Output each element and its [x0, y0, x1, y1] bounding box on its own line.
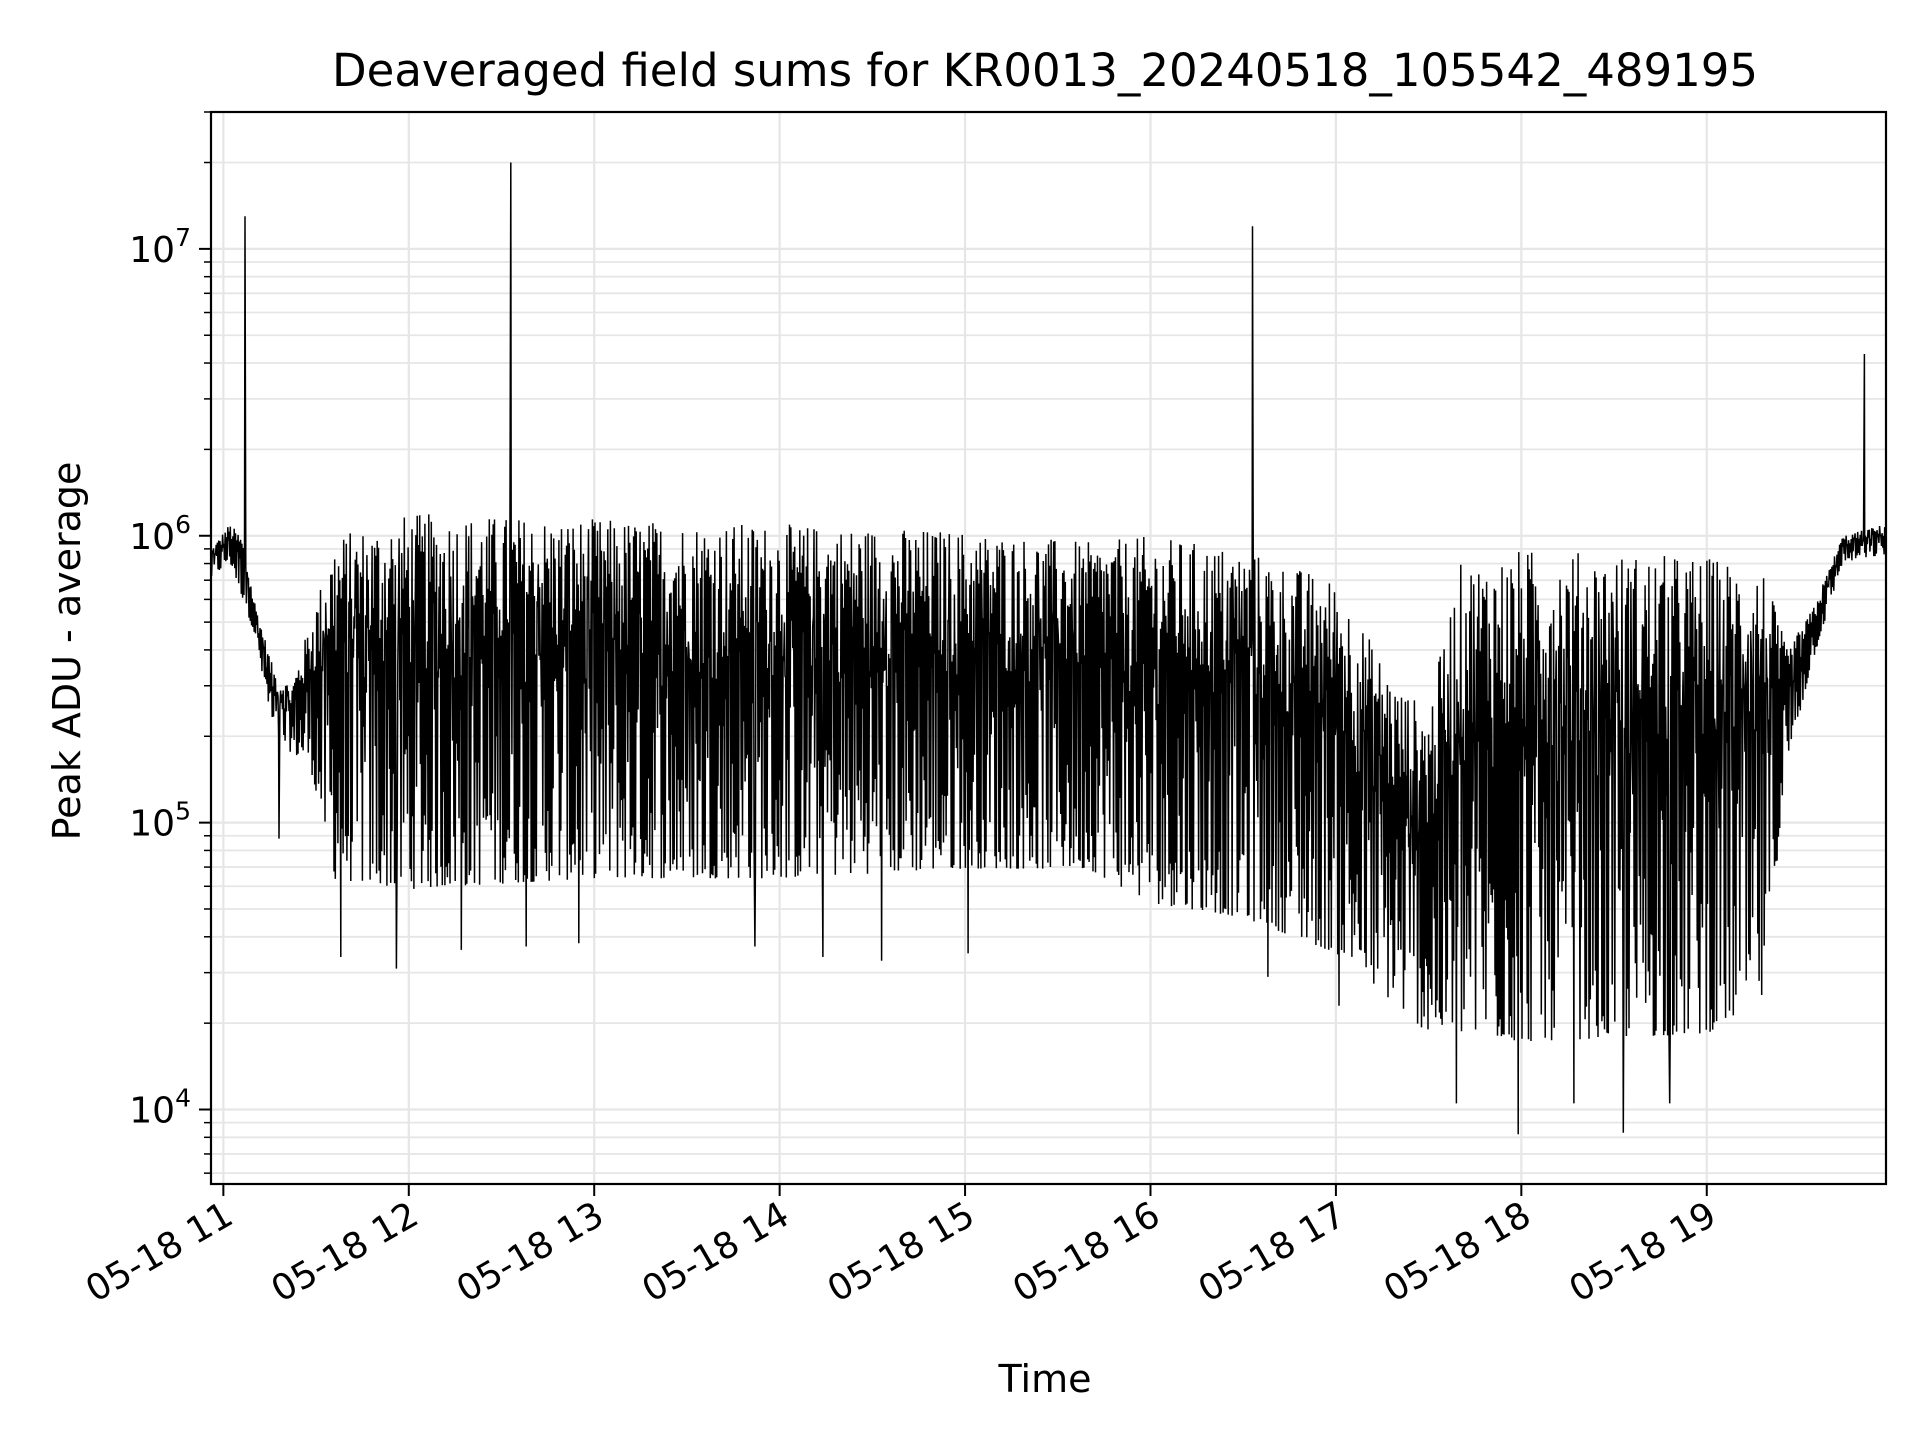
series-group — [211, 162, 1886, 1135]
x-axis-label: Time — [998, 1357, 1092, 1401]
y-axis-label: Peak ADU - average — [45, 462, 89, 841]
y-tick-label: 105 — [129, 797, 191, 845]
series-line — [211, 162, 1886, 1135]
y-tick-label: 104 — [129, 1084, 191, 1132]
chart-title: Deaveraged field sums for KR0013_2024051… — [332, 44, 1758, 97]
y-tick-label: 106 — [129, 510, 191, 558]
plot-frame — [209, 110, 1888, 1186]
y-tick-label: 107 — [129, 223, 191, 271]
